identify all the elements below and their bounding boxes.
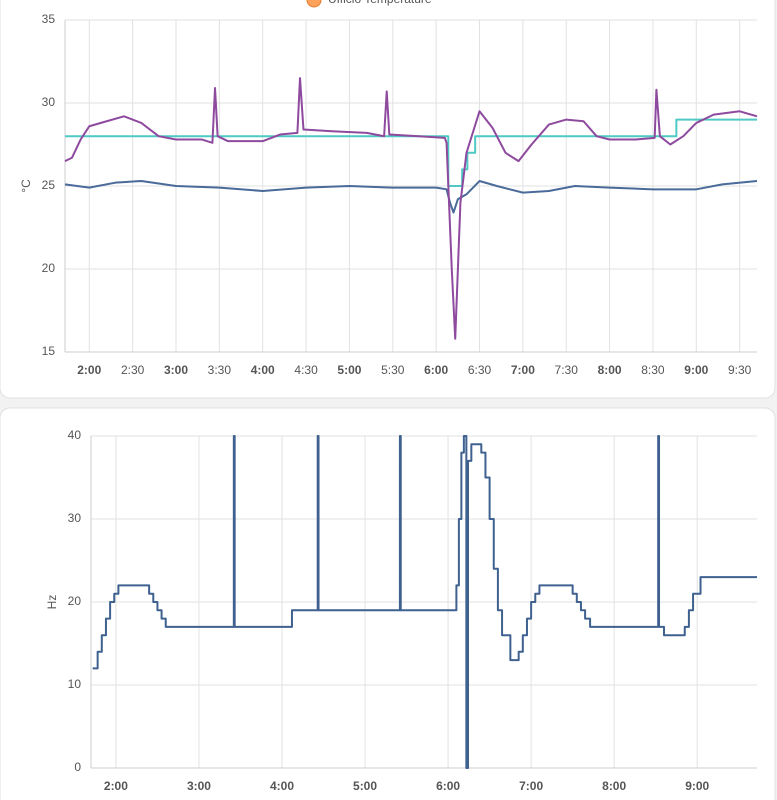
y-tick-label: 0 bbox=[74, 760, 81, 774]
legend-swatch bbox=[306, 0, 322, 8]
series-line bbox=[64, 77, 758, 340]
x-tick-label: 2:00 bbox=[104, 779, 128, 793]
x-tick-label: 3:00 bbox=[164, 363, 188, 377]
y-tick-label: 35 bbox=[42, 12, 56, 26]
x-tick-label: 6:30 bbox=[468, 363, 492, 377]
y-tick-label: 20 bbox=[68, 594, 82, 608]
x-tick-label: 4:30 bbox=[294, 363, 318, 377]
x-tick-label: 7:00 bbox=[519, 779, 543, 793]
y-axis-label: °C bbox=[19, 179, 33, 193]
x-tick-label: 8:00 bbox=[602, 779, 626, 793]
y-tick-label: 40 bbox=[68, 428, 82, 442]
y-tick-label: 10 bbox=[68, 677, 82, 691]
y-tick-label: 25 bbox=[42, 178, 56, 192]
x-tick-label: 2:00 bbox=[77, 363, 101, 377]
x-tick-label: 7:00 bbox=[511, 363, 535, 377]
y-axis-label: Hz bbox=[45, 595, 59, 610]
y-tick-label: 30 bbox=[68, 511, 82, 525]
x-tick-label: 4:00 bbox=[270, 779, 294, 793]
x-tick-label: 3:30 bbox=[208, 363, 232, 377]
x-tick-label: 3:00 bbox=[187, 779, 211, 793]
x-tick-label: 9:00 bbox=[685, 779, 709, 793]
card bbox=[0, 407, 776, 800]
x-tick-label: 6:00 bbox=[436, 779, 460, 793]
x-tick-label: 6:00 bbox=[424, 363, 448, 377]
series-line bbox=[64, 180, 758, 214]
series-line bbox=[92, 435, 757, 769]
y-tick-label: 15 bbox=[42, 344, 56, 358]
x-tick-label: 8:00 bbox=[598, 363, 622, 377]
x-tick-label: 7:30 bbox=[555, 363, 579, 377]
card bbox=[0, 0, 776, 399]
legend-label: Ufficio Temperature bbox=[328, 0, 432, 6]
y-tick-label: 20 bbox=[42, 261, 56, 275]
x-tick-label: 9:30 bbox=[728, 363, 752, 377]
x-tick-label: 5:00 bbox=[337, 363, 361, 377]
x-tick-label: 2:30 bbox=[121, 363, 145, 377]
x-tick-label: 4:00 bbox=[251, 363, 275, 377]
x-tick-label: 9:00 bbox=[684, 363, 708, 377]
x-tick-label: 5:00 bbox=[353, 779, 377, 793]
x-tick-label: 5:30 bbox=[381, 363, 405, 377]
y-tick-label: 30 bbox=[42, 95, 56, 109]
x-tick-label: 8:30 bbox=[641, 363, 665, 377]
